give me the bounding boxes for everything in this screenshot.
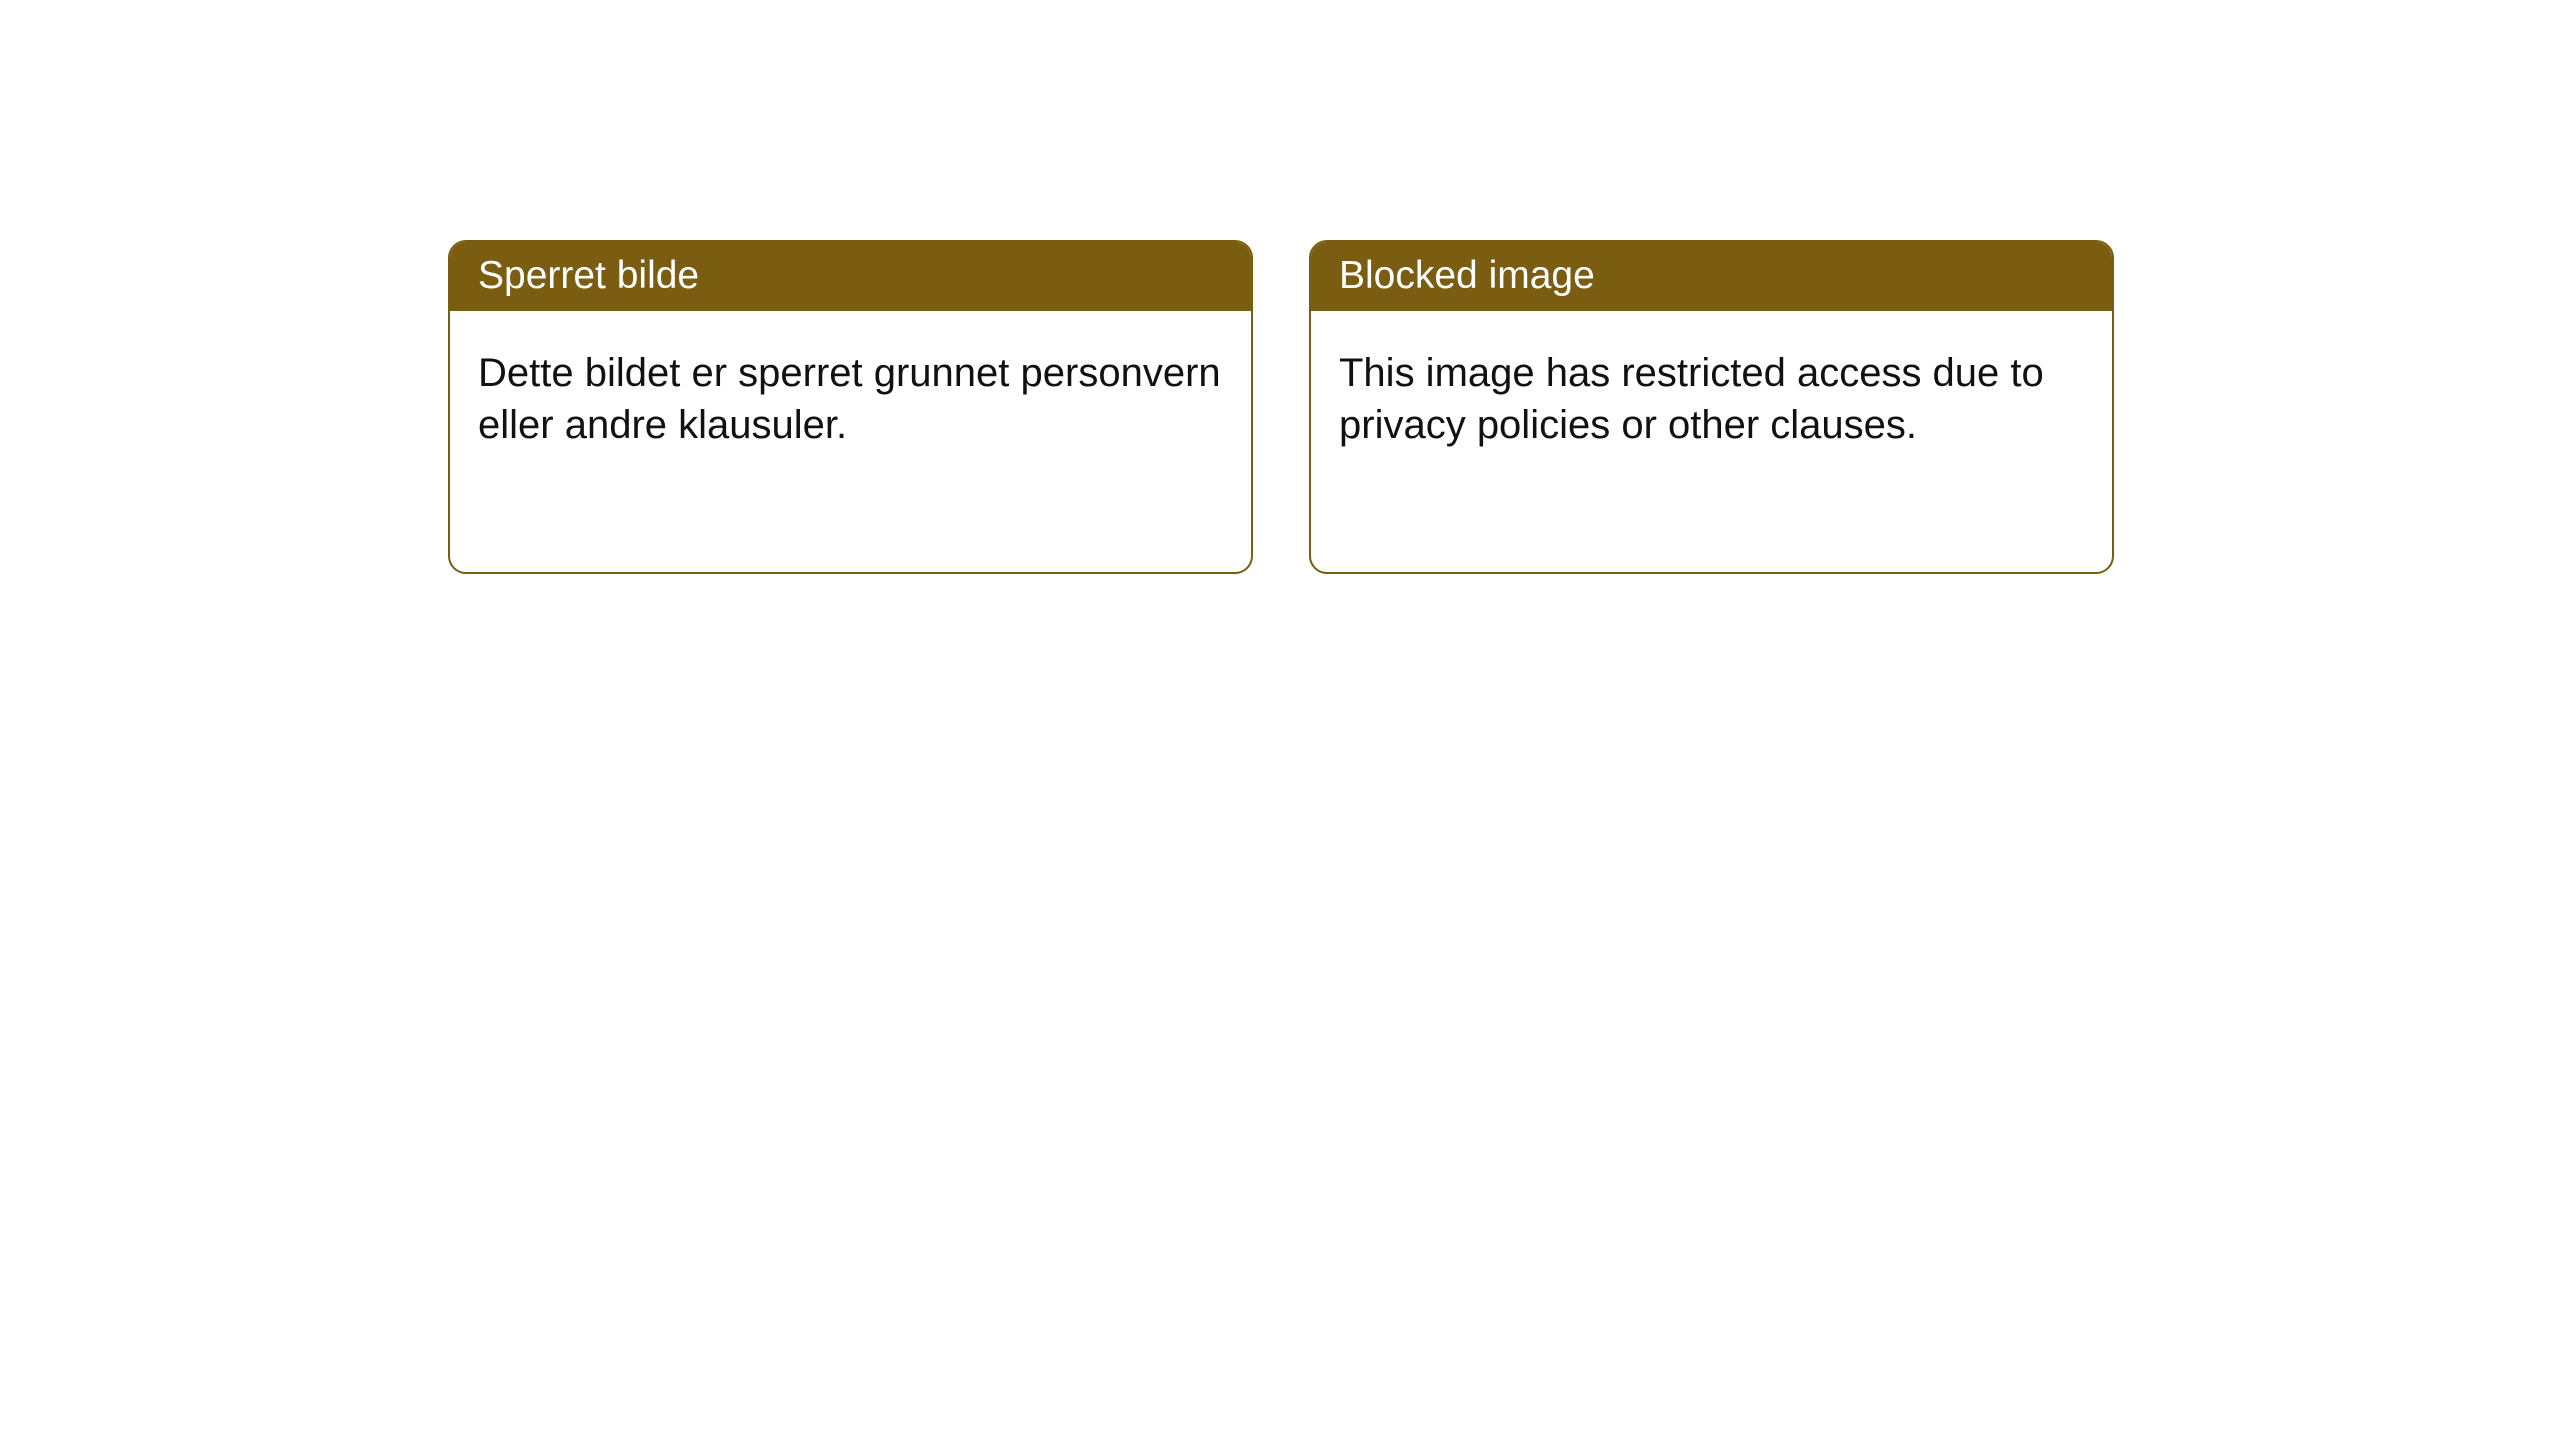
notice-body: This image has restricted access due to … — [1311, 311, 2112, 487]
notice-body-text: This image has restricted access due to … — [1339, 351, 2044, 447]
notice-header: Sperret bilde — [450, 242, 1251, 311]
notice-title: Sperret bilde — [478, 254, 699, 297]
notice-body: Dette bildet er sperret grunnet personve… — [450, 311, 1251, 487]
notice-card-norwegian: Sperret bilde Dette bildet er sperret gr… — [448, 240, 1253, 574]
notice-body-text: Dette bildet er sperret grunnet personve… — [478, 351, 1221, 447]
notice-header: Blocked image — [1311, 242, 2112, 311]
notice-card-english: Blocked image This image has restricted … — [1309, 240, 2114, 574]
notice-title: Blocked image — [1339, 254, 1595, 297]
notice-container: Sperret bilde Dette bildet er sperret gr… — [0, 0, 2560, 574]
